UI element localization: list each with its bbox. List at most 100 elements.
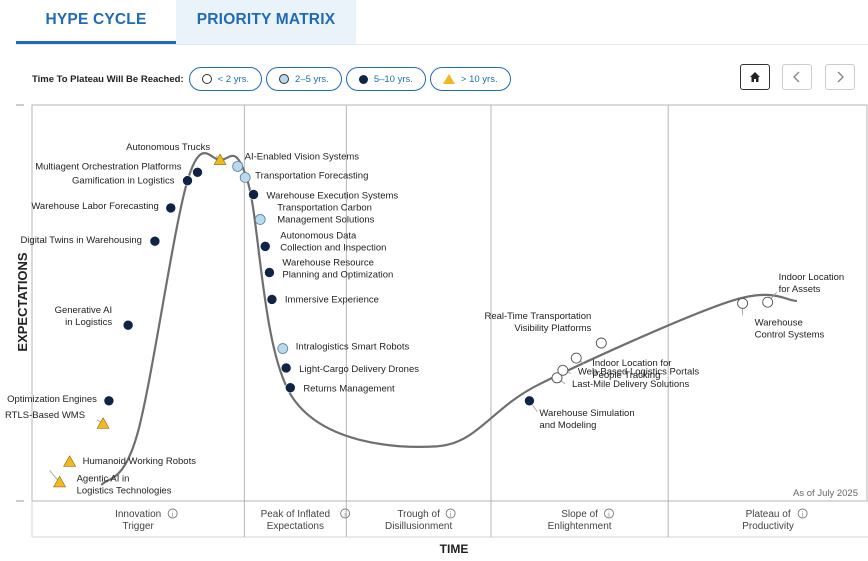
technology-point[interactable]: Light-Cargo Delivery Drones bbox=[280, 362, 419, 375]
legend-label: > 10 yrs. bbox=[460, 73, 498, 85]
point-marker[interactable] bbox=[122, 319, 134, 331]
info-icon[interactable]: i bbox=[167, 508, 178, 519]
as-of-note: As of July 2025 bbox=[793, 488, 858, 499]
point-marker[interactable] bbox=[524, 395, 535, 407]
point-marker[interactable] bbox=[266, 294, 278, 305]
point-marker[interactable] bbox=[557, 364, 569, 376]
point-marker[interactable] bbox=[595, 337, 607, 349]
tab-hype-cycle[interactable]: HYPE CYCLE bbox=[16, 0, 176, 44]
time-to-plateau-legend: Time To Plateau Will Be Reached: < 2 yrs… bbox=[32, 66, 515, 92]
technology-point[interactable]: Transportation Forecasting bbox=[239, 170, 368, 183]
svg-text:Innovation: Innovation bbox=[115, 509, 161, 520]
triangle-icon bbox=[442, 74, 455, 84]
point-marker[interactable] bbox=[254, 214, 266, 225]
next-button[interactable] bbox=[825, 64, 855, 90]
legend-filter-5-10-yrs[interactable]: 5–10 yrs. bbox=[345, 67, 426, 91]
tab-bar: HYPE CYCLE PRIORITY MATRIX bbox=[16, 0, 868, 45]
technology-point[interactable]: Gamification in Logistics bbox=[72, 175, 193, 187]
technology-point[interactable]: Humanoid Working Robots bbox=[63, 455, 197, 467]
dark-circle-icon bbox=[358, 74, 368, 84]
svg-text:Trough of: Trough of bbox=[397, 509, 440, 520]
point-marker[interactable] bbox=[239, 172, 251, 183]
svg-text:Plateau of: Plateau of bbox=[746, 509, 791, 520]
point-marker[interactable] bbox=[264, 267, 275, 278]
tab-priority-matrix[interactable]: PRIORITY MATRIX bbox=[176, 0, 356, 44]
point-marker[interactable] bbox=[762, 296, 774, 308]
technology-point[interactable]: Optimization Engines bbox=[7, 394, 115, 407]
technology-point[interactable]: Warehouse Labor Forecasting bbox=[31, 201, 177, 214]
previous-button[interactable] bbox=[782, 64, 812, 90]
technology-point[interactable]: Returns Management bbox=[285, 382, 395, 395]
legend-filter-less-2-yrs[interactable]: < 2 yrs. bbox=[188, 67, 263, 91]
point-marker[interactable] bbox=[165, 202, 177, 214]
point-marker[interactable] bbox=[551, 372, 563, 384]
technology-point[interactable]: Indoor Location for People Tracking bbox=[570, 352, 671, 381]
info-icon[interactable]: i bbox=[604, 508, 614, 519]
point-label: Warehouse Simulation and Modeling bbox=[539, 408, 634, 431]
point-label: Last-Mile Delivery Solutions bbox=[572, 379, 689, 390]
technology-point[interactable]: Multiagent Orchestration Platforms bbox=[35, 161, 203, 178]
point-label: RTLS-Based WMS bbox=[5, 410, 85, 421]
point-marker[interactable] bbox=[213, 153, 227, 165]
technology-point[interactable]: Transportation Carbon Management Solution… bbox=[254, 202, 375, 225]
point-label: Gamification in Logistics bbox=[72, 176, 175, 187]
legend-filter-more-10-yrs[interactable]: > 10 yrs. bbox=[429, 67, 511, 91]
info-icon[interactable]: i bbox=[445, 508, 456, 519]
light-circle-icon bbox=[279, 74, 290, 84]
technology-point[interactable]: Autonomous Trucks bbox=[126, 142, 227, 165]
point-marker[interactable] bbox=[737, 297, 749, 309]
technology-point[interactable]: Intralogistics Smart Robots bbox=[277, 342, 410, 354]
technology-point[interactable]: Real-Time Transportation Visibility Platf… bbox=[484, 311, 607, 349]
technology-point[interactable]: Web-Based Logistics Portals bbox=[557, 364, 700, 377]
point-marker[interactable] bbox=[103, 395, 115, 407]
point-label: Multiagent Orchestration Platforms bbox=[35, 161, 182, 172]
point-marker[interactable] bbox=[280, 362, 292, 374]
point-marker[interactable] bbox=[570, 352, 582, 364]
point-marker[interactable] bbox=[248, 189, 259, 200]
technology-point[interactable]: Warehouse Resource Planning and Optimizat… bbox=[264, 258, 393, 281]
svg-text:i: i bbox=[344, 511, 346, 519]
technology-point[interactable]: Last-Mile Delivery Solutions bbox=[551, 372, 689, 390]
point-marker[interactable] bbox=[149, 235, 161, 247]
technology-point[interactable]: Agentic AI in Logistics Technologies bbox=[49, 470, 172, 496]
point-marker[interactable] bbox=[53, 475, 67, 488]
svg-text:i: i bbox=[172, 511, 174, 519]
technology-point[interactable]: RTLS-Based WMS bbox=[5, 410, 110, 429]
point-marker[interactable] bbox=[192, 167, 203, 178]
technology-point[interactable]: Digital Twins in Warehousing bbox=[20, 235, 161, 247]
technology-point[interactable]: Warehouse Execution Systems bbox=[248, 189, 399, 201]
info-icon[interactable]: i bbox=[340, 508, 351, 519]
legend-filter-2-5-yrs[interactable]: 2–5 yrs. bbox=[266, 67, 342, 91]
home-button[interactable] bbox=[740, 64, 770, 90]
point-label: Humanoid Working Robots bbox=[83, 456, 197, 467]
hype-cycle-chart: EXPECTATIONS TIME As of July 2025 Innova… bbox=[5, 104, 868, 556]
point-label: Immersive Experience bbox=[285, 294, 379, 305]
point-marker[interactable] bbox=[63, 455, 77, 467]
technology-point[interactable]: Autonomous Data Collection and Inspection bbox=[259, 230, 386, 253]
point-marker[interactable] bbox=[277, 343, 289, 354]
svg-text:i: i bbox=[802, 511, 804, 519]
technology-point[interactable]: Indoor Location for Assets bbox=[762, 272, 845, 308]
technology-point[interactable]: Immersive Experience bbox=[266, 294, 379, 305]
technology-point[interactable]: Warehouse Control Systems bbox=[737, 297, 825, 340]
technology-point[interactable]: AI-Enabled Vision Systems bbox=[232, 151, 360, 172]
point-label: Transportation Forecasting bbox=[255, 170, 368, 181]
point-marker[interactable] bbox=[232, 160, 244, 172]
technology-points: Agentic AI in Logistics Technologies Human… bbox=[5, 142, 844, 496]
point-label: Autonomous Data Collection and Inspection bbox=[280, 230, 386, 253]
technology-point[interactable]: Warehouse Simulation and Modeling bbox=[524, 395, 635, 431]
point-marker[interactable] bbox=[285, 382, 296, 394]
legend-title: Time To Plateau Will Be Reached: bbox=[32, 73, 184, 85]
chevron-right-icon bbox=[837, 71, 844, 83]
svg-text:Peak of Inflated: Peak of Inflated bbox=[261, 509, 331, 520]
technology-point[interactable]: Generative AI in Logistics bbox=[55, 305, 134, 331]
point-marker[interactable] bbox=[182, 175, 193, 186]
svg-text:Enlightenment: Enlightenment bbox=[548, 521, 612, 532]
info-icon[interactable]: i bbox=[797, 508, 808, 519]
point-marker[interactable] bbox=[96, 417, 110, 429]
point-marker[interactable] bbox=[259, 241, 271, 252]
point-label: AI-Enabled Vision Systems bbox=[245, 151, 360, 162]
svg-text:Slope of: Slope of bbox=[561, 509, 598, 520]
